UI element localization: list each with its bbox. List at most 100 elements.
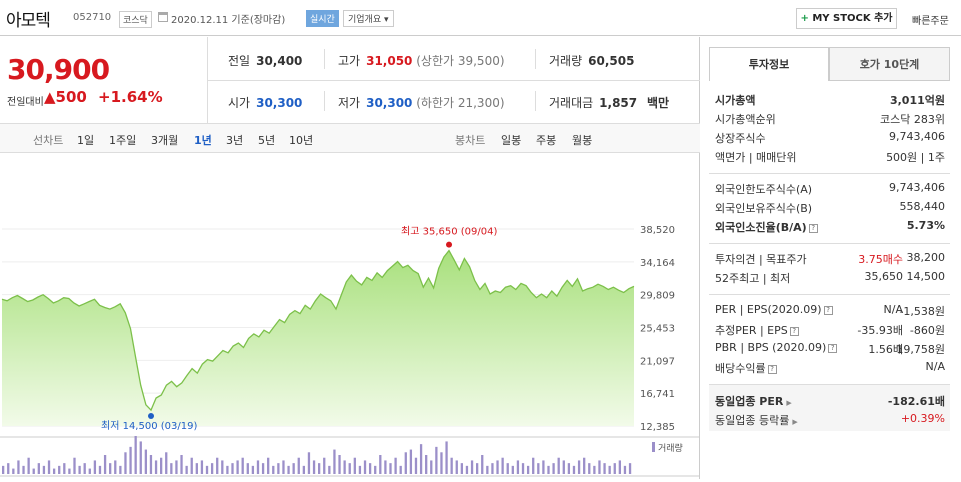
volume-bar <box>577 460 581 474</box>
stat-unit: 백만 <box>646 96 670 110</box>
stat-label: 거래대금 <box>549 96 594 110</box>
caret-right-icon[interactable]: ▶ <box>786 399 792 407</box>
up-arrow-icon: ▲ <box>44 88 56 106</box>
row-opinion: 투자의견 | 목표주가 3.75매수 38,200 <box>715 251 945 269</box>
help-icon[interactable]: ? <box>823 305 833 315</box>
volume-bar <box>32 468 35 474</box>
chart-svg[interactable]: 38,520 34,164 29,809 25,453 21,097 16,741 12,3… <box>0 154 700 479</box>
price-stats: 전일 30,400 고가 31,050 (상한가 39,500) 거래량 60,505… <box>208 37 700 123</box>
volume-bar <box>282 460 285 474</box>
volume-bar <box>491 463 494 474</box>
industry-section <box>709 384 950 431</box>
volume-bar <box>353 457 356 474</box>
volume-bar <box>389 463 392 474</box>
volume-bar <box>562 460 565 474</box>
market-badge: 코스닥 <box>119 11 152 28</box>
volume-bar <box>328 465 331 474</box>
stat-value: 30,300 <box>366 96 413 110</box>
divider <box>208 80 700 81</box>
help-icon[interactable]: ? <box>808 223 818 233</box>
candle-daily[interactable]: 일봉 <box>501 134 522 147</box>
volume-bar <box>470 460 474 474</box>
row-label: 시가총액순위 <box>715 113 776 126</box>
volume-bar <box>302 465 306 474</box>
caret-right-icon[interactable]: ▶ <box>792 418 798 426</box>
period-1w[interactable]: 1주일 <box>109 134 137 147</box>
volume-bar <box>73 457 76 474</box>
volume-bar <box>52 468 56 474</box>
row-foreign-limit: 외국인한도주식수(A) 9,743,406 <box>715 181 945 199</box>
divider <box>709 173 950 174</box>
row-high-value: 35,650 <box>864 270 904 283</box>
row-label: 동일업종 PER <box>715 395 784 408</box>
y-tick-label: 25,453 <box>640 324 675 335</box>
volume-bar <box>200 460 204 474</box>
volume-bar <box>119 465 122 474</box>
volume-bar <box>124 452 127 474</box>
volume-bar <box>414 457 418 474</box>
divider <box>324 91 325 111</box>
stock-code: 052710 <box>73 12 112 23</box>
help-icon[interactable]: ? <box>789 326 799 336</box>
stat-volume: 거래량 60,505 <box>549 52 634 69</box>
row-label: PBR | BPS (2020.09) <box>715 341 827 354</box>
company-overview-dropdown[interactable]: 기업개요 ▾ <box>343 10 394 27</box>
candle-monthly[interactable]: 월봉 <box>572 134 593 147</box>
change-amount: 500 <box>55 88 87 106</box>
period-5y[interactable]: 5년 <box>258 134 276 147</box>
volume-bar <box>363 460 367 474</box>
candle-chart-label: 봉차트 <box>455 134 486 147</box>
quick-order-link[interactable]: 빠른주문 <box>912 16 949 27</box>
period-10y[interactable]: 10년 <box>289 134 314 147</box>
volume-bar <box>465 465 469 474</box>
volume-bar <box>572 465 576 474</box>
volume-bar <box>506 463 509 474</box>
max-label: 최고 35,650 (09/04) <box>401 226 497 238</box>
stat-label: 저가 <box>338 96 361 110</box>
volume-bar <box>27 457 30 474</box>
volume-bar <box>430 460 433 474</box>
tab-order-book[interactable]: 호가 10단계 <box>829 47 950 81</box>
price-chart[interactable]: 38,520 34,164 29,809 25,453 21,097 16,741 12,3… <box>0 154 700 479</box>
stat-label: 거래량 <box>549 54 583 68</box>
period-1d[interactable]: 1일 <box>77 134 95 147</box>
row-label: 동일업종 등락률 <box>715 414 790 427</box>
volume-bar <box>603 463 606 474</box>
volume-bar <box>312 460 316 474</box>
volume-bar <box>404 452 407 474</box>
volume-bar <box>445 441 448 474</box>
add-my-stock-button[interactable]: + MY STOCK 추가 <box>796 8 897 29</box>
y-tick-label: 16,741 <box>640 389 675 400</box>
price-area <box>2 250 634 426</box>
lower-limit: (하한가 21,300) <box>416 96 505 110</box>
volume-bar <box>37 463 40 474</box>
add-my-stock-label: MY STOCK 추가 <box>812 13 893 24</box>
y-tick-label: 38,520 <box>640 225 675 236</box>
volume-bar <box>216 457 219 474</box>
volume-bar <box>170 463 173 474</box>
volume-bar <box>180 455 183 474</box>
volume-bar <box>532 457 535 474</box>
row-value: 500원 | 1주 <box>886 151 945 164</box>
volume-bar <box>175 460 178 474</box>
y-tick-label: 12,385 <box>640 422 675 433</box>
period-3y[interactable]: 3년 <box>226 134 244 147</box>
tab-investment-info[interactable]: 투자정보 <box>709 47 829 81</box>
period-3m[interactable]: 3개월 <box>151 134 179 147</box>
volume-bar <box>241 457 244 474</box>
volume-bar <box>185 465 188 474</box>
stat-prev: 전일 30,400 <box>228 52 302 69</box>
volume-bar <box>567 463 571 474</box>
row-label: 외국인한도주식수(A) <box>715 183 813 196</box>
period-1y[interactable]: 1년 <box>194 134 212 147</box>
realtime-button[interactable]: 실시간 <box>306 10 339 27</box>
calendar-icon <box>158 12 168 22</box>
volume-bar <box>496 460 499 474</box>
help-icon[interactable]: ? <box>828 343 838 353</box>
volume-bar <box>246 463 249 474</box>
volume-bar <box>368 463 372 474</box>
volume-bar <box>195 463 198 474</box>
help-icon[interactable]: ? <box>767 364 777 374</box>
candle-weekly[interactable]: 주봉 <box>536 134 557 147</box>
volume-bar <box>476 463 479 474</box>
